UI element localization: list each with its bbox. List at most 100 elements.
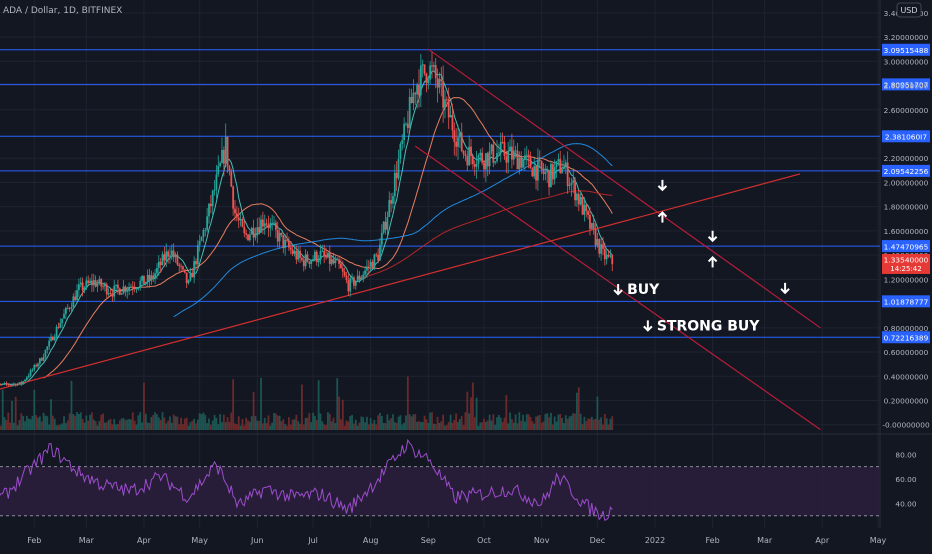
volume-bar bbox=[206, 423, 209, 430]
volume-bar bbox=[445, 424, 448, 430]
currency-badge[interactable]: USD bbox=[900, 6, 917, 15]
candle-body bbox=[235, 213, 238, 218]
candle-body bbox=[105, 284, 108, 295]
trend-line[interactable] bbox=[0, 173, 801, 391]
level-price-tag[interactable] bbox=[882, 164, 930, 177]
price-tick-label: 3.20000000 bbox=[884, 33, 929, 42]
volume-bar bbox=[260, 377, 262, 430]
volume-bar bbox=[111, 424, 114, 430]
candle-body bbox=[369, 261, 372, 267]
volume-bar bbox=[544, 414, 547, 430]
current-price-tag[interactable] bbox=[882, 253, 930, 274]
candle-body bbox=[163, 254, 166, 261]
volume-bar bbox=[74, 415, 77, 430]
price-tick-label: 1.20000000 bbox=[884, 275, 929, 284]
currency-badge-box[interactable] bbox=[896, 2, 922, 18]
candle-body bbox=[505, 156, 508, 163]
volume-bar bbox=[393, 422, 396, 430]
candle-body bbox=[380, 232, 383, 245]
rsi-tick-label: 60.00 bbox=[895, 475, 916, 484]
volume-bar bbox=[79, 412, 82, 430]
candle-body bbox=[83, 287, 86, 291]
volume-bar bbox=[347, 421, 350, 430]
candle-body bbox=[375, 254, 378, 256]
volume-bar bbox=[416, 421, 419, 430]
volume-bar bbox=[165, 423, 168, 430]
time-tick-label: Feb bbox=[27, 536, 41, 545]
volume-bar bbox=[217, 424, 220, 430]
time-axis[interactable]: Feb Mar Apr May Jun Jul Aug Sep Oct Nov Dec 2022 Feb… bbox=[27, 536, 886, 545]
candle-body bbox=[148, 274, 151, 281]
candle-body bbox=[462, 151, 465, 155]
volume-bar bbox=[481, 422, 484, 430]
volume-bar bbox=[89, 414, 91, 430]
candle-body bbox=[92, 280, 95, 286]
candle-body bbox=[432, 65, 435, 67]
level-price-tag[interactable] bbox=[882, 331, 930, 344]
candle-body bbox=[222, 149, 225, 164]
volume-bar bbox=[247, 420, 249, 430]
candle-body bbox=[96, 283, 99, 287]
candle-body bbox=[113, 285, 116, 297]
volume-bar bbox=[167, 420, 170, 430]
candle-body bbox=[475, 163, 478, 167]
volume-bar bbox=[193, 418, 196, 430]
level-price-tag[interactable] bbox=[882, 240, 930, 253]
candle-body bbox=[200, 237, 203, 241]
volume-bar bbox=[299, 423, 301, 430]
candle-body bbox=[382, 221, 385, 233]
candle-body bbox=[425, 73, 428, 84]
time-tick-label: Apr bbox=[137, 536, 152, 545]
volume-bar bbox=[14, 396, 17, 430]
level-price-tag[interactable] bbox=[882, 295, 930, 308]
volume-bar bbox=[183, 418, 186, 430]
trend-line[interactable] bbox=[427, 48, 821, 329]
volume-bar bbox=[258, 420, 261, 430]
volume-bar bbox=[96, 425, 99, 430]
price-tick-label: 0.60000000 bbox=[884, 348, 929, 357]
volume-bar bbox=[579, 413, 582, 430]
volume-bar bbox=[321, 421, 324, 430]
level-price-tag[interactable] bbox=[882, 130, 930, 143]
price-axis[interactable]: 3.09515488 2.80951707 2.381060I7 2.09542256… bbox=[882, 9, 930, 430]
candle-body bbox=[107, 293, 110, 295]
down-arrow-icon-head bbox=[707, 255, 718, 263]
volume-bar bbox=[27, 418, 30, 430]
volume-bar bbox=[252, 392, 255, 430]
volume-bar bbox=[587, 418, 589, 430]
volume-bar bbox=[490, 420, 493, 430]
candle-body bbox=[193, 260, 196, 278]
level-price-tag[interactable] bbox=[882, 43, 930, 56]
candle-body bbox=[109, 293, 112, 294]
level-price-tag[interactable] bbox=[882, 78, 930, 91]
candle-body bbox=[416, 84, 419, 95]
volume-bar bbox=[81, 419, 84, 430]
candle-body bbox=[152, 275, 155, 279]
candle-body bbox=[59, 322, 62, 328]
volume-bar bbox=[98, 421, 101, 430]
candle-body bbox=[529, 156, 532, 169]
horizontal-levels[interactable] bbox=[0, 49, 880, 338]
volume-bar bbox=[447, 422, 450, 430]
volume-bar bbox=[589, 418, 591, 430]
volume-bar bbox=[353, 423, 355, 430]
candle-body bbox=[453, 130, 456, 142]
candle-body bbox=[360, 277, 363, 280]
volume-bar bbox=[384, 423, 387, 430]
volume-bar bbox=[598, 419, 601, 430]
volume-bar bbox=[117, 423, 119, 430]
time-tick-label: Nov bbox=[534, 536, 550, 545]
candle-body bbox=[406, 123, 409, 129]
volume-bar bbox=[421, 421, 424, 430]
volume-bar bbox=[354, 419, 357, 430]
candle-body bbox=[436, 78, 439, 88]
candle-body bbox=[280, 232, 283, 236]
up-arrow-icon-head bbox=[657, 185, 668, 192]
volume-bar bbox=[317, 380, 320, 430]
candle-body bbox=[215, 174, 218, 190]
volume-bar bbox=[516, 423, 519, 430]
candle-body bbox=[211, 190, 214, 207]
volume-bar bbox=[209, 424, 212, 430]
volume-bar bbox=[29, 419, 32, 430]
